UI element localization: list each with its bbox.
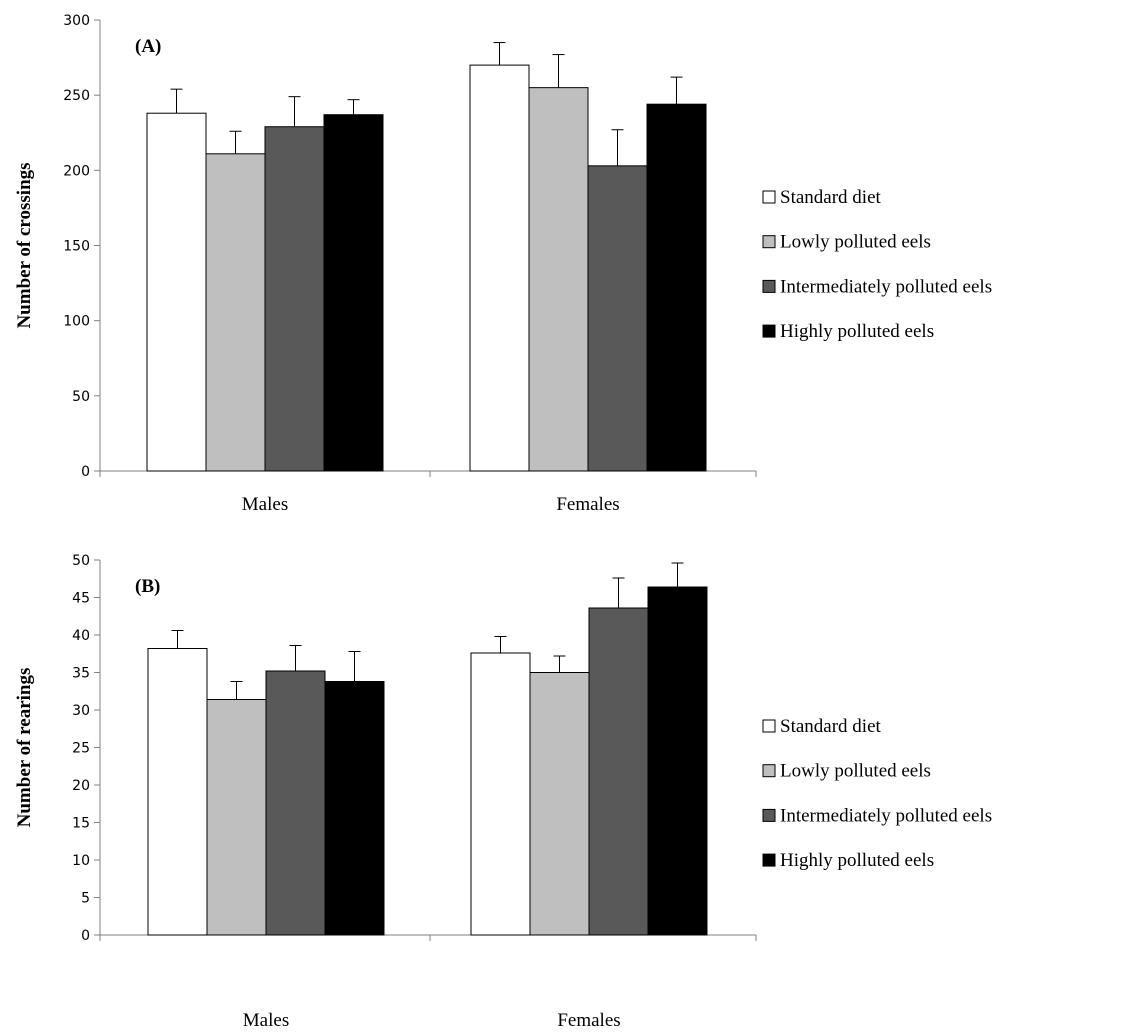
y-tick-label: 25 — [72, 741, 90, 757]
y-tick-label: 200 — [63, 163, 90, 179]
bar — [324, 681, 385, 936]
chart-panel-b: 0 5 10 15 20 25 30 35 40 45 50 Males Females Number o… — [14, 553, 992, 1031]
bar — [469, 64, 530, 472]
legend-swatch — [762, 235, 776, 249]
legend-swatch — [762, 324, 776, 338]
y-tick-label: 40 — [72, 628, 90, 644]
bar — [647, 586, 708, 936]
legend-swatch — [762, 719, 776, 733]
legend-label: Standard diet — [780, 187, 882, 208]
y-tick-label: 100 — [63, 314, 90, 330]
x-category-label: Males — [243, 1010, 289, 1031]
y-tick-label: 5 — [81, 891, 90, 907]
y-tick-label: 20 — [72, 778, 90, 794]
y-tick-label: 250 — [63, 88, 90, 104]
bar — [646, 103, 707, 472]
legend-label: Lowly polluted eels — [780, 232, 931, 253]
bar — [264, 126, 325, 472]
y-tick-label: 45 — [72, 591, 90, 607]
panel-label: (B) — [135, 576, 160, 597]
legend-label: Lowly polluted eels — [780, 761, 931, 782]
y-tick-label: 50 — [72, 553, 90, 569]
panel-label: (A) — [135, 36, 161, 57]
legend-label: Intermediately polluted eels — [780, 805, 992, 826]
legend: Standard diet Lowly polluted eels Intermed… — [762, 716, 992, 871]
y-tick-label: 10 — [72, 853, 90, 869]
legend-label: Standard diet — [780, 716, 882, 737]
legend: Standard diet Lowly polluted eels Intermed… — [762, 187, 992, 342]
legend-swatch — [762, 764, 776, 778]
y-tick-label: 0 — [81, 928, 90, 944]
bar — [206, 699, 267, 936]
x-category-label: Females — [557, 1010, 620, 1031]
bar — [587, 165, 648, 472]
bar — [529, 672, 590, 936]
chart-panel-a: 0 50 100 150 200 250 300 Males Females Number of … — [14, 13, 992, 515]
y-tick-label: 30 — [72, 703, 90, 719]
legend-swatch — [762, 853, 776, 867]
bar — [147, 648, 208, 936]
y-tick-label: 15 — [72, 816, 90, 832]
bar — [323, 114, 384, 472]
y-tick-label: 35 — [72, 666, 90, 682]
legend-label: Highly polluted eels — [780, 850, 934, 871]
bar — [265, 670, 326, 936]
legend-swatch — [762, 279, 776, 293]
legend-swatch — [762, 190, 776, 204]
x-category-label: Females — [556, 494, 619, 515]
y-axis-title: Number of rearings — [14, 668, 35, 828]
bar — [205, 153, 266, 472]
legend-label: Intermediately polluted eels — [780, 276, 992, 297]
y-tick-label: 150 — [63, 239, 90, 255]
x-category-label: Males — [242, 494, 288, 515]
y-tick-label: 300 — [63, 13, 90, 29]
y-tick-label: 50 — [72, 389, 90, 405]
y-axis-title: Number of crossings — [14, 162, 35, 328]
y-tick-label: 0 — [81, 464, 90, 480]
legend-label: Highly polluted eels — [780, 321, 934, 342]
bar — [470, 652, 531, 936]
legend-swatch — [762, 808, 776, 822]
bar — [588, 607, 649, 936]
bar — [528, 87, 589, 472]
bar — [146, 112, 207, 472]
